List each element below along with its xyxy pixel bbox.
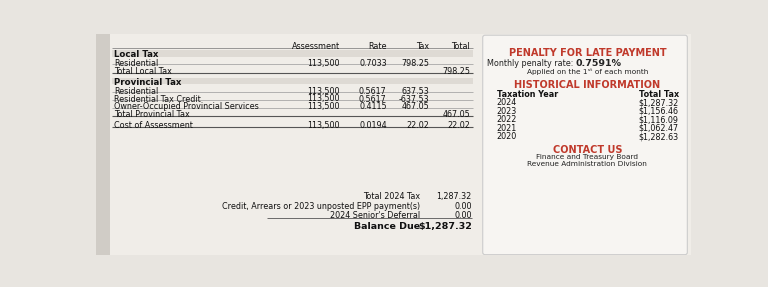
Text: Total: Total (452, 42, 470, 51)
Text: Total Provincial Tax: Total Provincial Tax (114, 110, 190, 119)
Text: 467.05: 467.05 (442, 110, 470, 119)
Text: Cost of Assessment: Cost of Assessment (114, 121, 193, 130)
Text: Total Tax: Total Tax (639, 90, 679, 99)
Text: 798.25: 798.25 (401, 59, 429, 68)
Text: 22.02: 22.02 (406, 121, 429, 130)
Text: 0.4115: 0.4115 (359, 102, 386, 111)
Text: 798.25: 798.25 (442, 67, 470, 76)
Text: -637.53: -637.53 (399, 94, 429, 104)
Text: 2021: 2021 (497, 124, 517, 133)
Text: 467.05: 467.05 (402, 102, 429, 111)
Text: 2023: 2023 (497, 107, 517, 116)
Text: Rate: Rate (368, 42, 386, 51)
Text: Finance and Treasury Board: Finance and Treasury Board (536, 154, 638, 160)
Bar (111, 77, 472, 84)
Text: 2020: 2020 (497, 132, 517, 141)
Text: Owner-Occupied Provincial Services: Owner-Occupied Provincial Services (114, 102, 259, 111)
Text: Residential: Residential (114, 59, 158, 68)
Text: 0.0194: 0.0194 (359, 121, 386, 130)
Text: 0.7591%: 0.7591% (576, 59, 622, 68)
Text: $1,282.63: $1,282.63 (639, 132, 679, 141)
Text: $1,116.09: $1,116.09 (639, 115, 679, 124)
Text: 0.5617: 0.5617 (359, 94, 386, 104)
Bar (110, 34, 475, 255)
Text: 113,500: 113,500 (308, 102, 340, 111)
Text: 2022: 2022 (497, 115, 517, 124)
Bar (111, 50, 472, 57)
Text: 0.00: 0.00 (455, 211, 472, 220)
Text: Taxation Year: Taxation Year (498, 90, 558, 99)
Text: CONTACT US: CONTACT US (553, 145, 622, 155)
Text: 113,500: 113,500 (308, 94, 340, 104)
Text: Local Tax: Local Tax (114, 50, 158, 59)
Text: PENALTY FOR LATE PAYMENT: PENALTY FOR LATE PAYMENT (508, 48, 666, 58)
Text: 637.53: 637.53 (402, 87, 429, 96)
Text: Total Local Tax: Total Local Tax (114, 67, 172, 76)
Text: 113,500: 113,500 (308, 121, 340, 130)
Text: $1,287.32: $1,287.32 (638, 98, 679, 107)
Text: Applied on the 1ˢᵗ of each month: Applied on the 1ˢᵗ of each month (527, 67, 648, 75)
Text: Tax: Tax (416, 42, 429, 51)
Text: 0.5617: 0.5617 (359, 87, 386, 96)
Text: 1,287.32: 1,287.32 (437, 192, 472, 201)
Text: $1,062.47: $1,062.47 (639, 124, 679, 133)
Text: 113,500: 113,500 (308, 59, 340, 68)
Text: 0.7033: 0.7033 (359, 59, 386, 68)
Text: HISTORICAL INFORMATION: HISTORICAL INFORMATION (515, 80, 660, 90)
Text: 2024 Senior's Deferral: 2024 Senior's Deferral (329, 211, 420, 220)
Text: $1,287.32: $1,287.32 (418, 222, 472, 230)
Text: Balance Due: Balance Due (354, 222, 420, 230)
Text: Credit, Arrears or 2023 unposted EPP payment(s): Credit, Arrears or 2023 unposted EPP pay… (222, 202, 420, 211)
Text: Assessment: Assessment (292, 42, 340, 51)
Text: 22.02: 22.02 (448, 121, 470, 130)
Text: Monthly penalty rate:: Monthly penalty rate: (487, 59, 574, 68)
Text: 0.00: 0.00 (455, 202, 472, 211)
Text: 2024: 2024 (497, 98, 517, 107)
FancyBboxPatch shape (483, 35, 687, 255)
Text: 113,500: 113,500 (308, 87, 340, 96)
Text: Residential Tax Credit: Residential Tax Credit (114, 94, 200, 104)
Text: Total 2024 Tax: Total 2024 Tax (362, 192, 420, 201)
Text: Residential: Residential (114, 87, 158, 96)
Text: $1,156.46: $1,156.46 (639, 107, 679, 116)
Bar (475, 34, 691, 255)
Text: Revenue Administration Division: Revenue Administration Division (528, 162, 647, 168)
Text: Provincial Tax: Provincial Tax (114, 77, 181, 87)
Bar (96, 34, 110, 255)
